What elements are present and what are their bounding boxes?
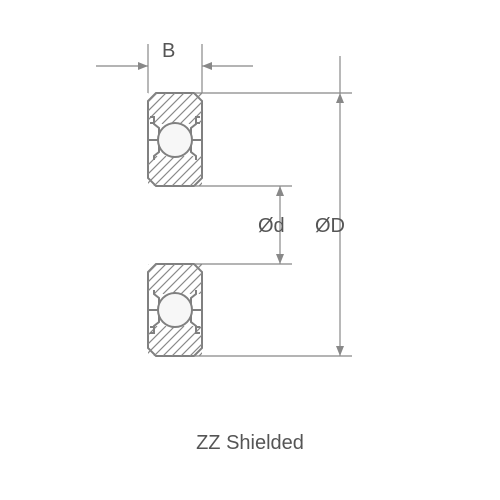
svg-text:B: B bbox=[162, 40, 175, 62]
svg-text:Ød: Ød bbox=[258, 215, 285, 237]
svg-text:ØD: ØD bbox=[315, 215, 345, 237]
diagram-caption: ZZ Shielded bbox=[0, 432, 500, 455]
bearing-diagram-svg: B Ød ØD bbox=[0, 0, 500, 500]
diagram-canvas: B Ød ØD ZZ Shielded bbox=[0, 0, 500, 500]
